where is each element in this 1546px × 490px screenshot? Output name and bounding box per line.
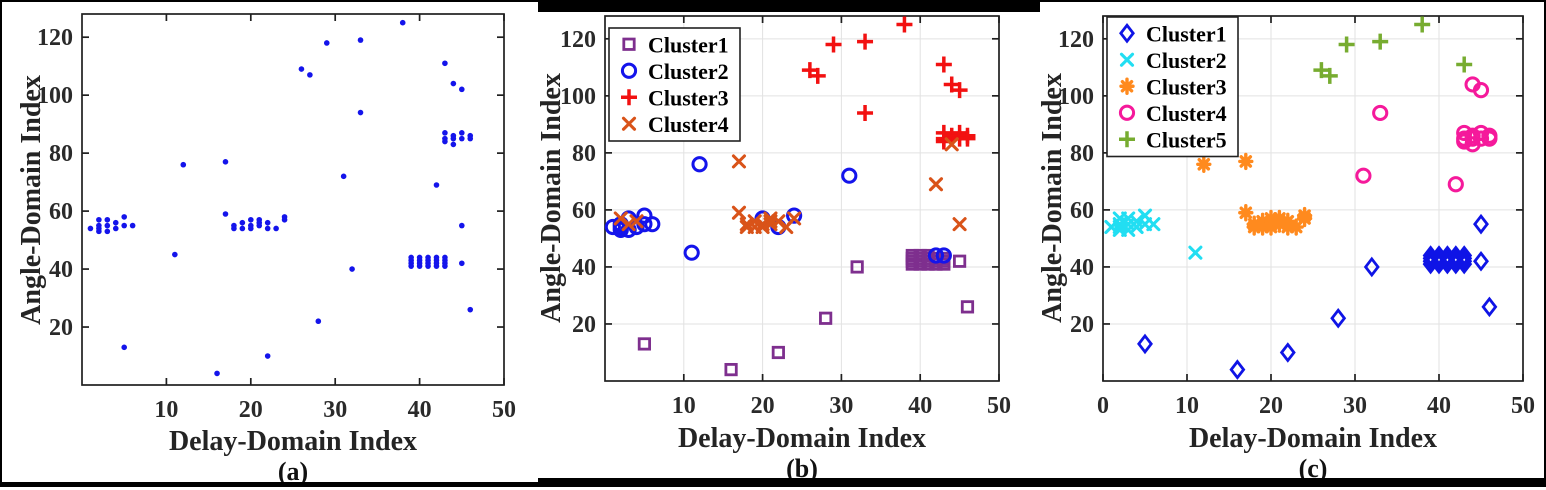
svg-text:50: 50 [492, 397, 516, 423]
svg-text:20: 20 [751, 393, 775, 419]
svg-text:20: 20 [1259, 393, 1283, 419]
svg-text:20: 20 [1070, 312, 1094, 338]
svg-text:60: 60 [572, 198, 596, 224]
svg-text:50: 50 [987, 393, 1011, 419]
plot-area-a: 10 20 30 40 50 20 40 60 80 100 120 [37, 13, 516, 423]
svg-text:80: 80 [572, 141, 596, 167]
svg-text:20: 20 [239, 397, 263, 423]
legend-label-cluster4: Cluster4 [648, 112, 729, 137]
x-axis-label-a: Delay-Domain Index [169, 426, 417, 457]
y-axis-label-c: Angle-Domain Index [1037, 73, 1068, 323]
svg-text:100: 100 [1058, 84, 1094, 110]
svg-text:120: 120 [560, 27, 596, 53]
legend-label-cluster2: Cluster2 [648, 59, 729, 84]
legend-label-cluster5: Cluster5 [1146, 127, 1227, 152]
bottom-black-line-left [2, 482, 538, 485]
svg-text:40: 40 [908, 393, 932, 419]
legend-label-cluster1: Cluster1 [648, 32, 729, 57]
svg-text:80: 80 [1070, 141, 1094, 167]
svg-text:80: 80 [49, 141, 73, 167]
panel-c: 0 10 20 30 40 50 20 40 60 80 100 120 Cluster1 Cluster… [1037, 4, 1546, 485]
plot-area-b: 10 20 30 40 50 20 40 60 80 100 120 Cluster1Cluster2… [560, 15, 1011, 419]
svg-text:100: 100 [37, 83, 73, 109]
panel-letter-a: (a) [278, 457, 308, 485]
svg-text:50: 50 [1511, 393, 1535, 419]
panel-b: 10 20 30 40 50 20 40 60 80 100 120 Cluster1 Cluster2… [532, 4, 1038, 485]
svg-text:30: 30 [829, 393, 853, 419]
top-black-bar [538, 2, 1040, 12]
legend-label-cluster3: Cluster3 [1146, 74, 1227, 99]
svg-text:40: 40 [408, 397, 432, 423]
svg-text:120: 120 [1058, 27, 1094, 53]
y-axis-label-a: Angle-Domain Index [16, 75, 47, 325]
svg-text:40: 40 [1070, 255, 1094, 281]
svg-text:60: 60 [1070, 198, 1094, 224]
svg-text:120: 120 [37, 25, 73, 51]
svg-text:10: 10 [154, 397, 178, 423]
svg-text:40: 40 [572, 255, 596, 281]
svg-text:60: 60 [49, 199, 73, 225]
legend-label-cluster3: Cluster3 [648, 85, 729, 110]
panel-a: 10 20 30 40 50 20 40 60 80 100 120 Angle-Domain In… [4, 4, 532, 486]
svg-text:10: 10 [1175, 393, 1199, 419]
svg-text:40: 40 [49, 257, 73, 283]
svg-text:30: 30 [1343, 393, 1367, 419]
x-axis-label-c: Delay-Domain Index [1189, 423, 1437, 454]
x-axis-label-b: Delay-Domain Index [678, 423, 926, 454]
y-axis-label-b: Angle-Domain Index [536, 73, 567, 323]
svg-text:30: 30 [323, 397, 347, 423]
svg-text:0: 0 [1097, 393, 1109, 419]
legend-label-cluster2: Cluster2 [1146, 48, 1227, 73]
scatter-plot-a: 10 20 30 40 50 20 40 60 80 100 120 Angle-Domain In… [16, 13, 516, 486]
scatter-plot-b: 10 20 30 40 50 20 40 60 80 100 120 Cluster1Cluster2… [536, 15, 1011, 483]
svg-text:40: 40 [1427, 393, 1451, 419]
legend-label-cluster1: Cluster1 [1146, 21, 1227, 46]
legend-label-cluster4: Cluster4 [1146, 101, 1227, 126]
svg-text:10: 10 [672, 393, 696, 419]
svg-text:100: 100 [560, 84, 596, 110]
svg-text:20: 20 [49, 315, 73, 341]
bottom-black-bar-right [538, 478, 1546, 487]
svg-text:20: 20 [572, 312, 596, 338]
